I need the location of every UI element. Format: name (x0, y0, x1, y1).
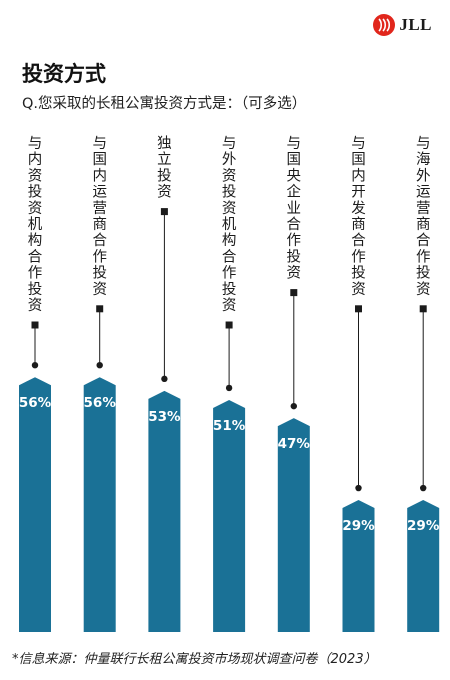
connector-dot-5 (355, 484, 362, 492)
connector-square-3 (225, 321, 233, 329)
category-label-5: 与国内开发商合作投资 (351, 135, 366, 298)
page-title: 投资方式 (22, 62, 106, 86)
connector-square-2 (160, 208, 168, 216)
connector-square-4 (290, 289, 298, 297)
value-label-6: 29% (407, 518, 440, 534)
source-note: *信息来源：仲量联行长租公寓投资市场现状调查问卷（2023） (12, 652, 377, 667)
connector-dot-0 (31, 362, 39, 369)
category-label-1: 与国内运营商合作投资 (92, 135, 107, 298)
connector-square-0 (31, 321, 39, 329)
question-subtitle: Q.您采取的长租公寓投资方式是：（可多选） (22, 96, 307, 112)
connector-dot-4 (290, 402, 297, 410)
value-label-5: 29% (342, 518, 375, 534)
bar-6 (407, 500, 440, 632)
connector-dot-6 (420, 484, 427, 492)
category-label-2: 独立投资 (157, 135, 172, 201)
value-label-3: 51% (213, 418, 246, 434)
category-label-0: 与内资投资机构合作投资 (28, 135, 43, 314)
jll-logo-icon (373, 14, 396, 36)
connector-square-1 (96, 305, 104, 313)
bar-1 (83, 377, 116, 632)
connector-dot-3 (225, 384, 233, 392)
value-label-4: 47% (278, 436, 311, 452)
brand-name: JLL (399, 15, 432, 34)
jll-logo: JLL (373, 14, 432, 36)
connector-square-5 (355, 305, 362, 313)
connector-square-6 (419, 305, 427, 313)
bar-5 (342, 500, 375, 632)
connector-dot-2 (161, 375, 168, 383)
connector-dot-1 (96, 362, 103, 369)
value-label-2: 53% (148, 409, 181, 425)
bar-4 (277, 418, 310, 632)
category-label-3: 与外资投资机构合作投资 (222, 135, 237, 314)
value-label-0: 56% (19, 395, 52, 411)
value-label-1: 56% (84, 395, 117, 411)
category-label-6: 与海外运营商合作投资 (416, 135, 431, 298)
category-label-4: 与国央企业合作投资 (287, 135, 302, 282)
bar-0 (19, 377, 51, 632)
bar-3 (213, 399, 246, 632)
bar-2 (148, 390, 181, 632)
